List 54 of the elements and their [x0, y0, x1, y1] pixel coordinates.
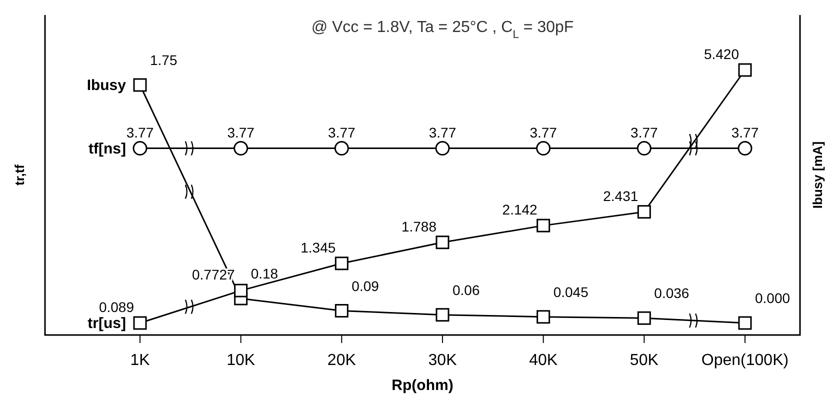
- point: [133, 316, 147, 330]
- point: [334, 256, 348, 270]
- point: [536, 141, 551, 156]
- data-label: 5.420: [704, 46, 740, 62]
- x-tick-label: Open(100K): [701, 352, 789, 369]
- x-tick-label: 30K: [428, 352, 458, 369]
- data-label: 3.77: [530, 124, 558, 140]
- data-label: 0.036: [654, 285, 690, 302]
- data-label: 0.089: [98, 299, 134, 315]
- point: [637, 311, 651, 325]
- point: [234, 141, 248, 156]
- data-label: 3.77: [428, 124, 456, 140]
- data-label: 1.345: [300, 239, 336, 256]
- point: [334, 304, 348, 318]
- x-tick-label: 50K: [630, 352, 659, 369]
- data-label: 3.77: [630, 124, 658, 140]
- point: [234, 284, 248, 298]
- data-label: 0.045: [553, 284, 589, 300]
- data-label: 3.77: [227, 124, 255, 140]
- point: [436, 308, 450, 322]
- point: [738, 63, 752, 77]
- data-label: 3.77: [328, 124, 356, 140]
- point: [132, 141, 148, 156]
- series-label: tr[us]: [88, 315, 126, 332]
- series-label: Ibusy: [86, 77, 127, 94]
- x-tick-label: 40K: [529, 352, 558, 369]
- point: [738, 141, 752, 156]
- data-label: 1.75: [150, 52, 178, 68]
- data-label: 0.09: [352, 278, 380, 294]
- x-tick-label: 1K: [130, 352, 150, 369]
- point: [436, 236, 450, 250]
- point: [637, 205, 651, 219]
- data-label: 0.06: [452, 282, 480, 298]
- x-axis-title: Rp(ohm): [392, 377, 454, 394]
- data-label: 2.431: [603, 188, 638, 204]
- point: [334, 141, 349, 156]
- data-label: 1.788: [401, 218, 437, 234]
- x-tick-label: 10K: [226, 352, 256, 369]
- y-axis-title: tr,tf: [12, 164, 27, 186]
- point: [133, 78, 147, 92]
- series-label: tf[ns]: [88, 140, 126, 158]
- data-label: 3.77: [126, 124, 154, 140]
- point: [738, 316, 752, 330]
- chart-title: @ Vcc = 1.8V, Ta = 25°C , C$_{L}$ = 30pF: [311, 19, 574, 41]
- data-label: 3.77: [731, 124, 759, 140]
- point: [636, 141, 652, 156]
- data-label: 2.142: [502, 202, 538, 218]
- point: [536, 218, 550, 232]
- data-label: 0.18: [250, 266, 278, 282]
- y2-axis-title: Ibusy [mA]: [810, 141, 825, 209]
- point: [536, 310, 550, 324]
- point: [435, 141, 450, 156]
- data-label: 0.000: [755, 290, 790, 306]
- x-tick-label: 20K: [327, 352, 356, 369]
